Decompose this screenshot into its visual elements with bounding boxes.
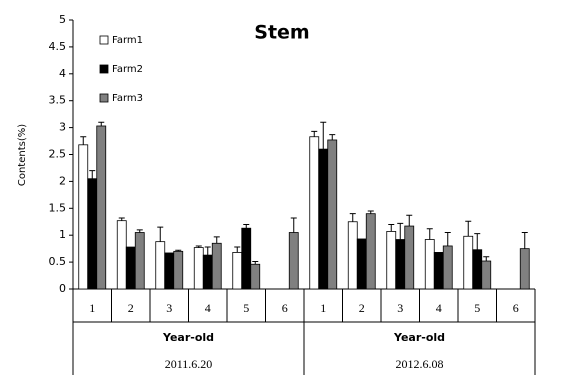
bar (288, 232, 299, 290)
y-tick-label: 2 (59, 174, 66, 187)
error-bar (397, 222, 404, 240)
error-bar (329, 134, 336, 140)
legend-swatch (99, 64, 109, 74)
error-bar (157, 226, 164, 242)
error-bar (252, 261, 259, 265)
error-bar (204, 246, 211, 256)
error-bar (234, 246, 241, 253)
x-tick-label: 2 (359, 301, 365, 315)
error-bar (474, 233, 481, 250)
error-bar (406, 214, 413, 227)
error-bar (213, 236, 220, 244)
bar (241, 227, 252, 290)
bar (211, 242, 222, 290)
bar (87, 178, 98, 290)
error-bar (175, 249, 182, 252)
bar (386, 231, 397, 290)
bar (424, 239, 435, 290)
y-tick-label: 3.5 (49, 94, 67, 107)
chart-title: Stem (254, 22, 309, 44)
error-bar (80, 136, 87, 145)
bar (519, 248, 530, 290)
legend-label: Farm2 (112, 64, 143, 75)
y-tick-label: 3 (59, 121, 66, 134)
bar (78, 144, 89, 290)
error-bar (349, 213, 356, 222)
x-tick-label: 1 (89, 301, 95, 315)
bar (193, 247, 204, 290)
bar (309, 136, 320, 290)
x-tick-label: 4 (205, 301, 211, 315)
legend-label: Farm3 (112, 93, 143, 104)
bar (395, 239, 406, 290)
y-tick-label: 0 (59, 282, 66, 295)
legend-swatch (99, 35, 109, 45)
x-tick-label: 2 (128, 301, 134, 315)
x-tick-label: 5 (243, 301, 249, 315)
bar (173, 250, 184, 290)
error-bar (444, 232, 451, 246)
error-bar (367, 210, 374, 214)
legend-swatch (99, 93, 109, 103)
y-tick-label: 1 (59, 228, 66, 241)
y-tick-label: 5 (59, 13, 66, 26)
error-bar (426, 228, 433, 240)
bar (347, 221, 358, 290)
x-axis-label: Year-old (393, 331, 445, 344)
bar (116, 220, 127, 290)
bar (327, 139, 338, 290)
error-bar (521, 232, 528, 249)
x-tick-label: 3 (397, 301, 403, 315)
x-axis-label: Year-old (162, 331, 214, 344)
bar (318, 148, 329, 290)
y-tick-label: 4.5 (49, 40, 67, 53)
bar (481, 260, 492, 290)
error-bar (465, 220, 472, 237)
bar (125, 246, 136, 290)
error-bar (243, 223, 250, 229)
error-bar (98, 121, 105, 126)
group-label: 2011.6.20 (165, 357, 213, 371)
error-bar (89, 170, 96, 179)
bar (96, 125, 107, 290)
y-tick-label: 1.5 (49, 201, 67, 214)
legend-label: Farm1 (112, 35, 143, 46)
x-tick-label: 4 (436, 301, 442, 315)
error-bar (118, 217, 125, 221)
error-bar (136, 229, 143, 233)
bar (365, 213, 376, 290)
y-tick-label: 2.5 (49, 148, 67, 161)
x-tick-label: 1 (320, 301, 326, 315)
error-bar (320, 121, 327, 150)
error-bar (483, 256, 490, 262)
error-bar (290, 217, 297, 233)
bar (250, 263, 261, 290)
bar (463, 235, 474, 290)
error-bar (388, 223, 395, 232)
x-tick-label: 5 (474, 301, 480, 315)
x-tick-label: 6 (513, 301, 519, 315)
bar (155, 241, 166, 290)
bar (164, 252, 175, 290)
x-tick-label: 6 (282, 301, 288, 315)
bar (404, 225, 415, 290)
bar (356, 238, 367, 290)
error-bar (195, 245, 202, 248)
error-bar (311, 130, 318, 137)
bar (134, 232, 145, 290)
bar (472, 249, 483, 290)
bar (202, 254, 213, 290)
bar (433, 252, 444, 290)
bar (442, 245, 453, 290)
x-tick-label: 3 (166, 301, 172, 315)
y-axis-label: Contents(%) (17, 124, 28, 186)
y-tick-label: 4 (59, 67, 66, 80)
y-tick-label: 0.5 (49, 255, 67, 268)
bar (232, 252, 243, 290)
group-label: 2012.6.08 (396, 357, 444, 371)
